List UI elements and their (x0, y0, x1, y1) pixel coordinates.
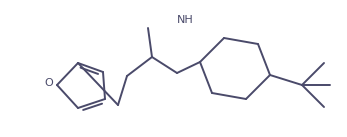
Text: NH: NH (177, 15, 193, 25)
Text: O: O (45, 78, 53, 88)
